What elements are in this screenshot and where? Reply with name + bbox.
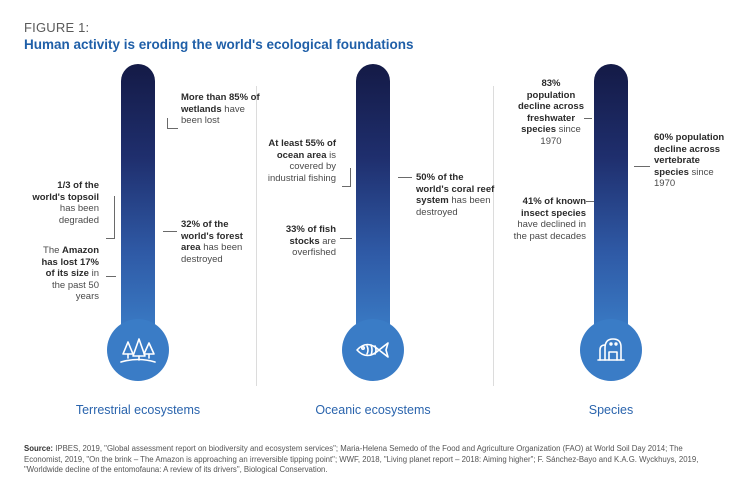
fish-stocks-annotation: 33% of fish stocks are overfished [285, 224, 336, 258]
category-label-terrestrial: Terrestrial ecosystems [75, 403, 201, 417]
source-note: Source: IPBES, 2019, "Global assessment … [24, 444, 699, 474]
leader-line [634, 166, 650, 168]
thermometer-bulb [342, 319, 404, 381]
gorilla-icon [597, 338, 625, 361]
leader-line [586, 201, 594, 203]
ocean-area-annotation: At least 55% of ocean area is covered by… [267, 138, 336, 184]
leader-line [398, 177, 412, 179]
coral-reef-annotation: 50% of the world's coral reef system has… [416, 172, 495, 218]
category-label-species: Species [588, 403, 634, 417]
column-divider [256, 86, 257, 386]
leader-line [342, 168, 351, 187]
fish-icon [356, 342, 389, 358]
thermometer-tube [356, 64, 390, 334]
vertebrate-annotation: 60% population decline across vertebrate… [654, 132, 725, 189]
figure-title: Human activity is eroding the world's ec… [24, 37, 414, 52]
thermometer-tube [594, 64, 628, 334]
leader-line [584, 118, 592, 120]
figure-label: FIGURE 1: [24, 20, 90, 35]
amazon-annotation: The Amazon has lost 17% of its size in t… [41, 245, 99, 302]
thermometer-bulb [580, 319, 642, 381]
leader-line [106, 196, 115, 239]
column-divider [493, 86, 494, 386]
forest-annotation: 32% of the world's forest area has been … [181, 219, 243, 265]
thermometer-bulb [107, 319, 169, 381]
freshwater-annotation: 83% population decline across freshwater… [517, 78, 584, 147]
insect-annotation: 41% of known insect species have decline… [513, 196, 586, 242]
trees-icon [120, 338, 156, 363]
leader-line [167, 118, 178, 129]
wetlands-annotation: More than 85% of wetlands have been lost [181, 92, 260, 126]
category-label-oceanic: Oceanic ecosystems [315, 403, 431, 417]
leader-line [163, 231, 177, 233]
leader-line [106, 276, 116, 278]
leader-line [340, 238, 352, 240]
topsoil-annotation: 1/3 of the world's topsoil has been degr… [32, 180, 99, 226]
thermometer-tube [121, 64, 155, 334]
